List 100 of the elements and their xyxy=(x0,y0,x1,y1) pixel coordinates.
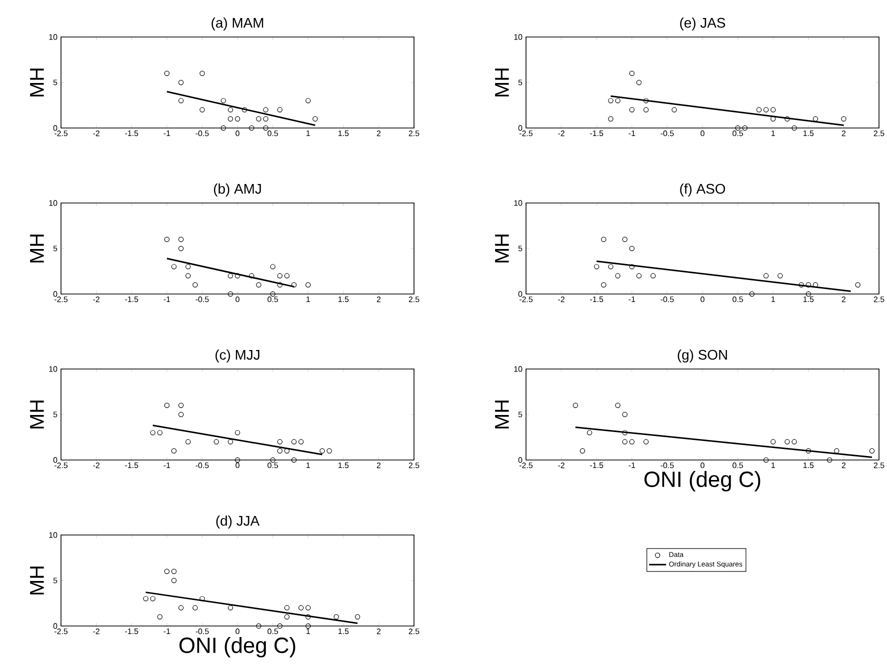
point xyxy=(249,273,254,278)
point xyxy=(841,116,846,122)
point xyxy=(178,98,184,104)
y-axis-title: MH xyxy=(30,566,44,594)
point xyxy=(256,623,262,629)
point xyxy=(192,605,198,610)
point xyxy=(192,282,198,288)
point xyxy=(312,116,318,122)
point xyxy=(277,623,282,629)
point xyxy=(629,246,635,252)
point xyxy=(178,246,184,252)
point xyxy=(742,125,748,131)
point xyxy=(214,439,219,444)
point xyxy=(834,448,840,454)
point xyxy=(792,125,797,131)
chart-title: (e) JAS xyxy=(680,17,726,30)
point xyxy=(228,605,234,610)
point xyxy=(284,448,290,454)
point xyxy=(200,70,205,76)
point xyxy=(629,107,635,112)
point xyxy=(306,614,311,620)
point xyxy=(784,116,790,122)
point xyxy=(234,457,240,463)
chart-title: (g) SON xyxy=(678,349,727,362)
point xyxy=(234,430,240,436)
point xyxy=(228,116,234,122)
point xyxy=(256,282,262,288)
point xyxy=(784,439,790,444)
point xyxy=(242,107,248,112)
point xyxy=(636,80,642,86)
point xyxy=(143,596,148,602)
point xyxy=(608,98,614,104)
point xyxy=(291,282,297,288)
point xyxy=(249,125,254,131)
point xyxy=(622,439,628,444)
chart-title: (f) ASO xyxy=(680,183,726,196)
point xyxy=(749,291,755,297)
point xyxy=(277,448,282,454)
point xyxy=(270,457,276,463)
point xyxy=(306,282,311,288)
point xyxy=(185,439,191,444)
point xyxy=(629,70,635,76)
point xyxy=(178,402,184,408)
y-axis-title: MH xyxy=(30,400,44,428)
point xyxy=(326,448,332,454)
point xyxy=(228,107,234,112)
point xyxy=(263,107,268,112)
point xyxy=(178,80,184,86)
point xyxy=(306,605,311,610)
point xyxy=(798,282,804,288)
point xyxy=(277,273,282,278)
point xyxy=(284,614,290,620)
point xyxy=(164,568,170,574)
point xyxy=(263,116,268,122)
point xyxy=(812,282,818,288)
point xyxy=(270,264,276,270)
point xyxy=(650,273,656,278)
y-axis-title: MH xyxy=(495,68,509,96)
point xyxy=(594,264,600,270)
point xyxy=(826,457,832,463)
point xyxy=(580,448,586,454)
y-axis-title: MH xyxy=(495,400,509,428)
point xyxy=(615,273,620,278)
point xyxy=(306,623,311,629)
point xyxy=(601,236,606,242)
point xyxy=(615,402,620,408)
point xyxy=(150,596,156,602)
point xyxy=(586,430,592,436)
chart-title: (c) MJJ xyxy=(216,349,260,362)
point xyxy=(763,107,769,112)
point xyxy=(178,412,184,418)
x-axis-title: ONI (deg C) xyxy=(179,636,296,658)
point xyxy=(220,98,226,104)
point xyxy=(763,273,769,278)
point xyxy=(263,125,268,131)
point xyxy=(277,439,282,444)
chart-title: (b) AMJ xyxy=(214,183,261,196)
point xyxy=(164,70,170,76)
point xyxy=(171,578,177,584)
point xyxy=(629,264,635,270)
point xyxy=(150,430,156,436)
point xyxy=(643,107,649,112)
point xyxy=(672,107,677,112)
point xyxy=(806,291,812,297)
point xyxy=(200,107,205,112)
chart-title: (d) JJA xyxy=(216,515,260,528)
point xyxy=(629,439,635,444)
point xyxy=(855,282,860,288)
point xyxy=(756,107,762,112)
point xyxy=(185,264,191,270)
point xyxy=(157,430,162,436)
point xyxy=(164,402,170,408)
point xyxy=(601,282,606,288)
point xyxy=(228,439,234,444)
point xyxy=(806,448,812,454)
point xyxy=(284,273,290,278)
point xyxy=(770,439,776,444)
point xyxy=(622,236,628,242)
point xyxy=(812,116,818,122)
point xyxy=(792,439,797,444)
